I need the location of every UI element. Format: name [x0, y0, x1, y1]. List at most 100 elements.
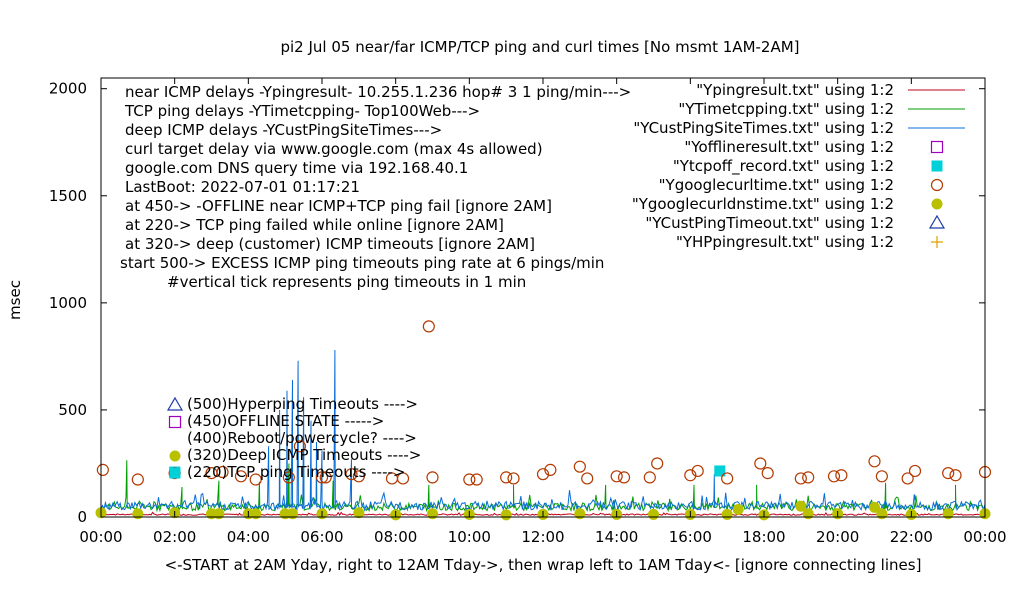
series-5-point-20 [507, 472, 520, 485]
series-6-point-1 [132, 508, 144, 520]
annotation-line-4: google.com DNS query time via 192.168.40… [125, 159, 468, 177]
y-tick-label-3: 1500 [49, 187, 87, 205]
annotation-line-1: TCP ping delays -YTimetcpping- Top100Web… [124, 102, 480, 120]
x-axis-label: <-START at 2AM Yday, right to 12AM Tday-… [165, 556, 922, 574]
series-5-point-6 [249, 473, 262, 486]
marker-key-label-2: (400)Reboot/powercycle? ----> [187, 429, 417, 447]
marker-key-label-4: (220)TCP ping Timeouts ----> [187, 463, 405, 481]
series-6-point-26 [869, 501, 880, 513]
series-6-point-21 [732, 504, 744, 516]
y-tick-label-4: 2000 [49, 80, 87, 98]
series-5-point-22 [544, 463, 557, 476]
series-5-point-43 [949, 469, 962, 482]
legend-swatch-3 [930, 140, 944, 154]
series-5-point-15 [422, 320, 435, 333]
series-6-point-29 [942, 508, 954, 520]
marker-key-label-3: (320)Deep ICMP Timeouts ----> [187, 446, 421, 464]
series-5-point-34 [794, 472, 807, 485]
series-5-point-1 [131, 473, 144, 486]
y-tick-label-0: 0 [77, 508, 87, 526]
series-5-point-7 [282, 471, 295, 484]
legend-swatch-6 [931, 198, 943, 210]
legend-label-5: "Ygooglecurltime.txt" using 1:2 [659, 176, 894, 194]
legend-label-8: "YHPpingresult.txt" using 1:2 [676, 233, 894, 251]
series-5-point-5 [234, 470, 248, 483]
series-line-2 [100, 349, 986, 512]
x-tick-label-2: 04:00 [227, 528, 270, 546]
series-line-1 [100, 460, 986, 513]
series-5-point-8 [293, 440, 306, 453]
chart-title: pi2 Jul 05 near/far ICMP/TCP ping and cu… [280, 38, 799, 56]
series-5-point-17 [463, 473, 476, 486]
series-5-point-36 [827, 470, 841, 483]
y-tick-label-2: 1000 [49, 294, 87, 312]
marker-key-symbol-3 [169, 450, 181, 462]
series-6-point-4 [213, 508, 225, 520]
series-5-point-25 [610, 470, 623, 483]
x-tick-label-0: 00:00 [79, 528, 122, 546]
x-tick-label-10: 20:00 [816, 528, 859, 546]
annotation-line-5: LastBoot: 2022-07-01 01:17:21 [125, 178, 360, 196]
series-5-point-14 [396, 472, 410, 485]
legend-label-3: "Yofflineresult.txt" using 1:2 [684, 138, 894, 156]
x-tick-label-11: 22:00 [890, 528, 933, 546]
x-tick-label-9: 18:00 [742, 528, 785, 546]
x-tick-label-3: 06:00 [300, 528, 343, 546]
annotation-line-9: start 500-> EXCESS ICMP ping timeouts pi… [120, 254, 604, 272]
series-5-point-35 [802, 471, 815, 484]
series-6-point-20 [721, 508, 733, 520]
series-5-point-31 [721, 472, 734, 485]
x-tick-label-6: 12:00 [521, 528, 564, 546]
marker-key-symbol-1 [168, 415, 182, 429]
legend-swatch-4 [931, 160, 943, 172]
x-tick-label-1: 02:00 [153, 528, 196, 546]
series-6-point-8 [287, 508, 299, 520]
series-6-point-18 [648, 508, 659, 520]
legend-label-6: "Ygooglecurldnstime.txt" using 1:2 [632, 195, 894, 213]
series-6-point-16 [574, 508, 586, 520]
series-5-point-39 [875, 470, 888, 483]
series-5-point-41 [908, 464, 922, 478]
legend-label-2: "YCustPingSiteTimes.txt" using 1:2 [633, 119, 894, 137]
y-axis-label: msec [6, 280, 24, 320]
series-6-point-10 [353, 507, 365, 519]
annotation-line-0: near ICMP delays -Ypingresult- 10.255.1.… [125, 83, 631, 101]
legend-label-0: "Ypingresult.txt" using 1:2 [696, 81, 894, 99]
legend-label-7: "YCustPingTimeout.txt" using 1:2 [645, 214, 894, 232]
series-5-point-11 [345, 468, 358, 481]
series-5-point-0 [96, 463, 109, 476]
annotation-line-2: deep ICMP delays -YCustPingSiteTimes---> [125, 121, 442, 139]
marker-key-label-1: (450)OFFLINE STATE -----> [187, 412, 384, 430]
marker-key-layer: (500)Hyperping Timeouts ---->(450)OFFLIN… [166, 395, 421, 481]
series-6-point-6 [250, 508, 262, 520]
series-5-point-26 [617, 471, 631, 484]
x-tick-label-4: 08:00 [374, 528, 417, 546]
series-5-point-33 [761, 467, 774, 480]
series-6-point-14 [500, 509, 512, 521]
series-5-point-24 [581, 472, 594, 485]
series-4-point-1 [714, 465, 726, 477]
series-5-point-40 [901, 472, 914, 485]
series-6-point-12 [427, 508, 438, 520]
series-5-point-18 [470, 473, 483, 486]
annotation-line-7: at 220-> TCP ping failed while online [i… [125, 216, 504, 234]
series-5-point-32 [754, 457, 767, 470]
x-tick-label-5: 10:00 [448, 528, 491, 546]
series-5-point-27 [643, 471, 656, 484]
axis-layer: 00:00 02:00 04:00 06:00 08:00 10:00 12:00 14:00… [49, 78, 1007, 546]
x-tick-label-12: 00:00 [963, 528, 1006, 546]
annotation-line-10: #vertical tick represents ping timeouts … [167, 273, 526, 291]
x-tick-label-8: 16:00 [669, 528, 712, 546]
series-5-point-9 [315, 471, 329, 484]
legend-swatch-7 [928, 214, 946, 229]
series-5-point-12 [352, 470, 365, 483]
series-5-point-42 [942, 467, 955, 480]
series-6-point-24 [802, 508, 814, 520]
series-5-point-29 [684, 469, 697, 482]
x-tick-label-7: 14:00 [595, 528, 638, 546]
annotation-line-3: curl target delay via www.google.com (ma… [125, 140, 543, 158]
series-5-point-37 [835, 469, 848, 482]
series-5-point-23 [573, 460, 586, 473]
y-tick-label-1: 500 [58, 401, 87, 419]
